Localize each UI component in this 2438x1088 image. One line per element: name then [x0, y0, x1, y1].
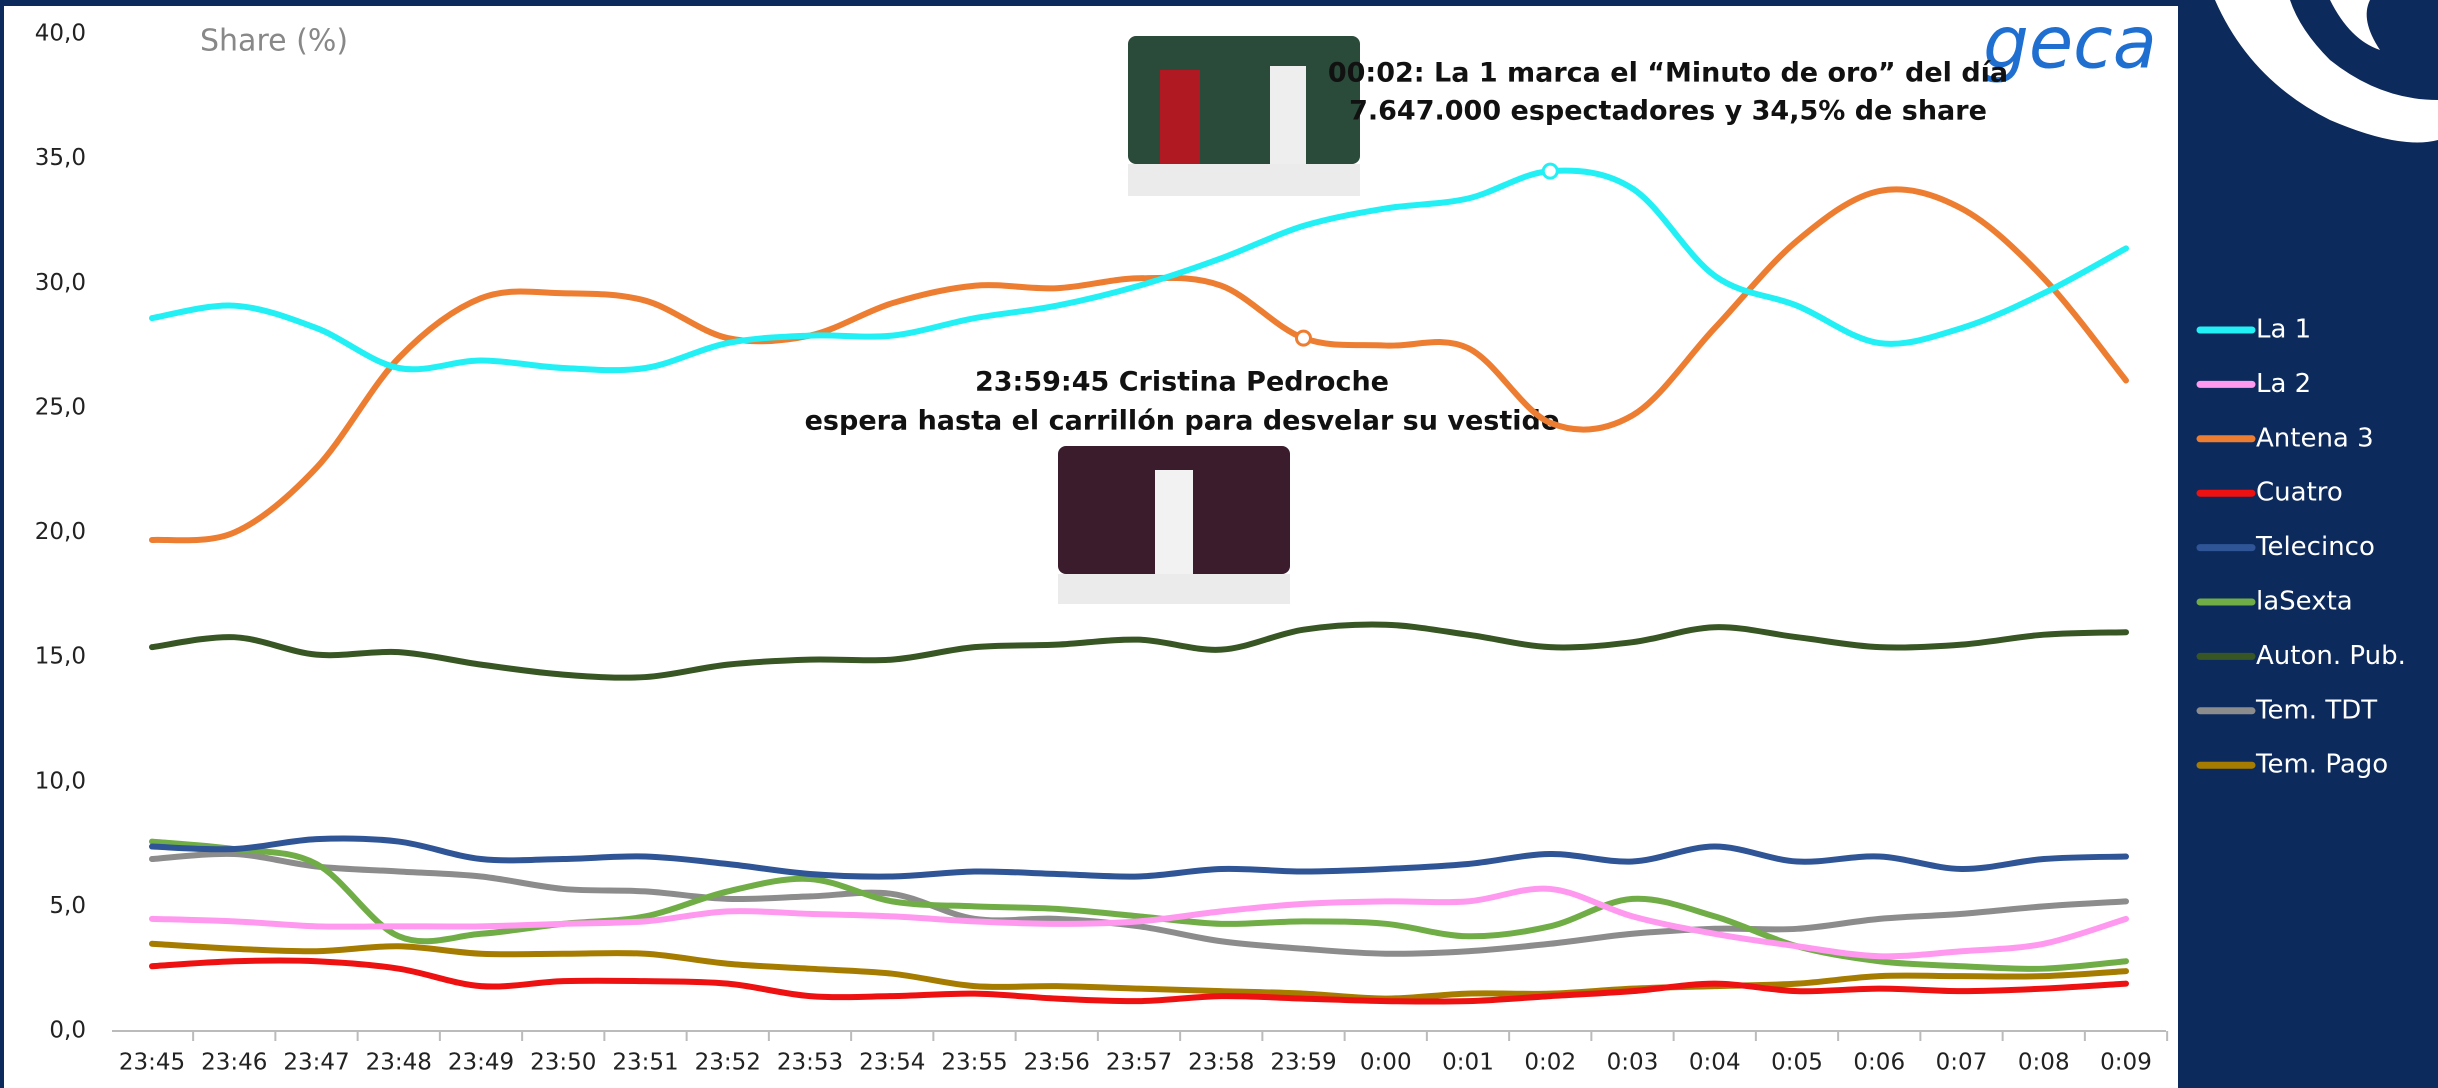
legend-label: La 2 [2256, 369, 2311, 399]
annotation: 7.647.000 espectadores y 34,5% de share [1349, 96, 1987, 127]
x-tick-label: 0:00 [1360, 1050, 1412, 1076]
legend-label: Tem. Pago [2255, 750, 2388, 780]
photo [1058, 446, 1290, 604]
y-tick-label: 30,0 [35, 270, 86, 296]
legend-label: Auton. Pub. [2256, 641, 2406, 671]
y-tick-label: 10,0 [35, 768, 86, 794]
x-tick-label: 23:54 [859, 1050, 925, 1076]
legend-label: Telecinco [2255, 532, 2375, 562]
series-line [149, 885, 2129, 960]
x-tick-label: 23:59 [1270, 1050, 1336, 1076]
x-tick-label: 0:09 [2100, 1050, 2152, 1076]
x-tick-label: 23:45 [119, 1050, 185, 1076]
annotation: espera hasta el carrillón para desvelar … [805, 406, 1560, 437]
x-tick-label: 23:50 [530, 1050, 596, 1076]
highlight-marker [1541, 162, 1559, 180]
highlight-marker [1295, 329, 1312, 347]
legend-label: Antena 3 [2256, 423, 2374, 453]
legend-label: Tem. TDT [2255, 695, 2377, 725]
series-line [149, 835, 2129, 880]
x-tick-label: 23:53 [777, 1050, 843, 1076]
annotation: 00:02: La 1 marca el “Minuto de oro” del… [1328, 58, 2008, 89]
logo: geca [1983, 1, 2157, 85]
x-tick-label: 0:02 [1524, 1050, 1576, 1076]
series-line [149, 167, 2129, 374]
y-tick-label: 15,0 [35, 644, 86, 670]
series-line [149, 186, 2129, 544]
x-tick-label: 23:51 [612, 1050, 678, 1076]
annotation: 23:59:45 Cristina Pedroche [975, 367, 1389, 398]
x-tick-label: 23:48 [366, 1050, 432, 1076]
x-tick-label: 0:07 [1936, 1050, 1988, 1076]
y-tick-label: 5,0 [49, 893, 86, 919]
x-tick-label: 23:46 [201, 1050, 267, 1076]
y-tick-label: 0,0 [49, 1018, 86, 1044]
x-tick-label: 23:56 [1024, 1050, 1090, 1076]
x-tick-label: 0:08 [2018, 1050, 2070, 1076]
x-tick-label: 23:58 [1188, 1050, 1254, 1076]
x-tick-label: 0:01 [1442, 1050, 1494, 1076]
x-tick-label: 0:04 [1689, 1050, 1741, 1076]
x-tick-label: 0:05 [1771, 1050, 1823, 1076]
series-line [149, 621, 2129, 681]
series-line [149, 940, 2129, 1002]
y-tick-label: 40,0 [35, 21, 86, 47]
x-tick-label: 23:49 [448, 1050, 514, 1076]
x-tick-label: 0:03 [1607, 1050, 1659, 1076]
y-tick-label: 25,0 [35, 394, 86, 420]
x-tick-label: 23:47 [283, 1050, 349, 1076]
x-tick-label: 23:52 [695, 1050, 761, 1076]
legend-label: La 1 [2256, 315, 2311, 345]
decor [2215, 0, 2438, 143]
legend-label: Cuatro [2256, 478, 2343, 508]
y-tick-label: 20,0 [35, 519, 86, 545]
y-axis-title: Share (%) [200, 24, 348, 59]
x-tick-label: 23:57 [1106, 1050, 1172, 1076]
series-line [149, 850, 2129, 957]
legend-label: laSexta [2256, 587, 2353, 617]
decor [2330, 0, 2380, 50]
series-line [149, 957, 2129, 1005]
x-tick-label: 0:06 [1853, 1050, 1905, 1076]
x-tick-label: 23:55 [941, 1050, 1007, 1076]
photo [1128, 36, 1360, 196]
y-tick-label: 35,0 [35, 145, 86, 171]
